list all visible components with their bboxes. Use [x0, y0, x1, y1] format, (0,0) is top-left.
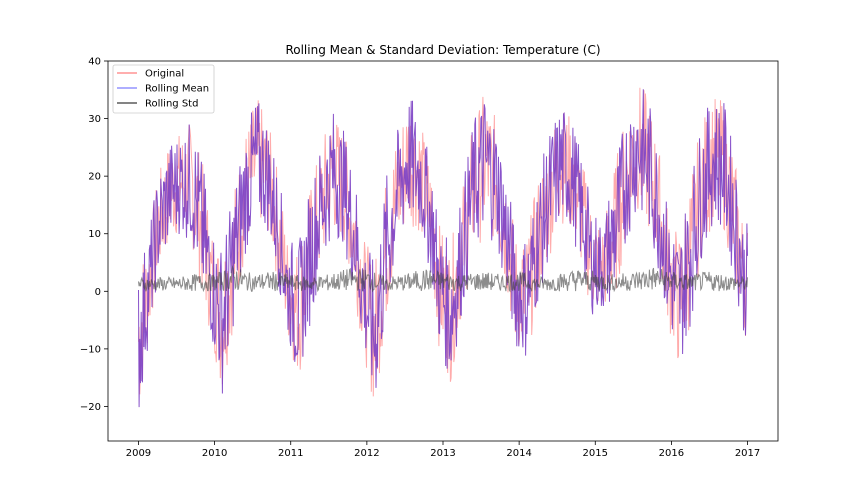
x-axis: 2009 2010 2011 2012 2013 2014 2015 2016 2017	[126, 441, 760, 459]
legend-box	[112, 64, 215, 114]
series-rolling-std	[138, 264, 748, 293]
x-tick-label: 2011	[278, 448, 303, 459]
x-tick-label: 2014	[506, 448, 531, 459]
y-tick-label: 20	[88, 172, 101, 183]
x-tick-label: 2009	[126, 448, 151, 459]
x-tick-label: 2010	[202, 448, 227, 459]
legend-label: Rolling Std	[145, 99, 198, 110]
x-tick-label: 2017	[735, 448, 760, 459]
legend-label: Rolling Mean	[145, 84, 209, 95]
x-tick-label: 2015	[583, 448, 608, 459]
legend-label: Original	[145, 69, 184, 80]
chart-title: Rolling Mean & Standard Deviation: Tempe…	[285, 43, 600, 57]
x-tick-label: 2013	[430, 448, 455, 459]
y-tick-label: 10	[88, 229, 101, 240]
x-tick-label: 2016	[659, 448, 684, 459]
y-tick-label: −20	[80, 402, 101, 413]
y-tick-label: 0	[95, 287, 101, 298]
legend: Original Rolling Mean Rolling Std	[112, 64, 215, 114]
y-tick-label: 40	[88, 57, 101, 68]
y-tick-label: −10	[80, 344, 101, 355]
series-layer	[138, 87, 748, 408]
y-tick-label: 30	[88, 114, 101, 125]
y-axis: −20 −10 0 10 20 30 40	[80, 57, 108, 413]
x-tick-label: 2012	[354, 448, 379, 459]
series-rolling-mean	[138, 89, 748, 408]
